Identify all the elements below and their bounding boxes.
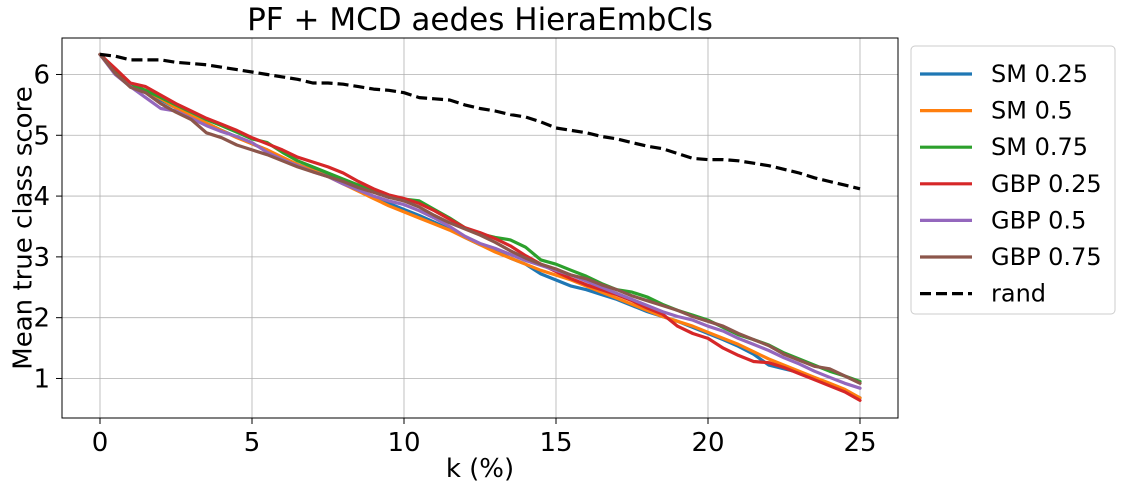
legend-frame: [910, 45, 1116, 315]
legend: SM 0.25 SM 0.5 SM 0.75 GBP 0.25 GBP 0.5 GBP 0…: [910, 45, 1116, 315]
y-tick-label: 6: [33, 60, 50, 90]
legend-label-gbp-0-75: GBP 0.75: [991, 243, 1102, 271]
legend-label-gbp-0-5: GBP 0.5: [991, 206, 1086, 234]
series-line-gbp-0-75: [98, 52, 862, 385]
series-lines: [98, 52, 862, 402]
axis-ticks: 0 5 10 15 20 25 1 2 3 4 5 6: [33, 60, 876, 458]
y-axis-label: Mean true class score: [9, 86, 39, 369]
series-line-rand: [99, 52, 861, 191]
x-tick-label: 0: [92, 428, 109, 458]
legend-label-sm-0-75: SM 0.75: [991, 133, 1088, 161]
legend-label-gbp-0-25: GBP 0.25: [991, 170, 1102, 198]
legend-label-sm-0-25: SM 0.25: [991, 60, 1088, 88]
y-tick-label: 4: [33, 182, 50, 212]
x-tick-label: 10: [387, 428, 420, 458]
x-axis-label: k (%): [446, 454, 514, 484]
y-tick-label: 3: [33, 243, 50, 273]
y-tick-label: 1: [33, 364, 50, 394]
y-tick-label: 5: [33, 121, 50, 151]
plot-area-frame: [61, 37, 899, 419]
y-tick-label: 2: [33, 304, 50, 334]
legend-label-rand: rand: [991, 280, 1046, 308]
x-tick-label: 5: [244, 428, 261, 458]
x-tick-label: 25: [843, 428, 876, 458]
chart-title: PF + MCD aedes HieraEmbCls: [247, 2, 713, 38]
x-tick-label: 15: [539, 428, 572, 458]
x-tick-label: 20: [691, 428, 724, 458]
legend-label-sm-0-5: SM 0.5: [991, 97, 1073, 125]
grid-lines: [62, 38, 898, 418]
series-line-gbp-0-5: [98, 52, 862, 390]
series-line-gbp-0-25: [98, 52, 862, 402]
